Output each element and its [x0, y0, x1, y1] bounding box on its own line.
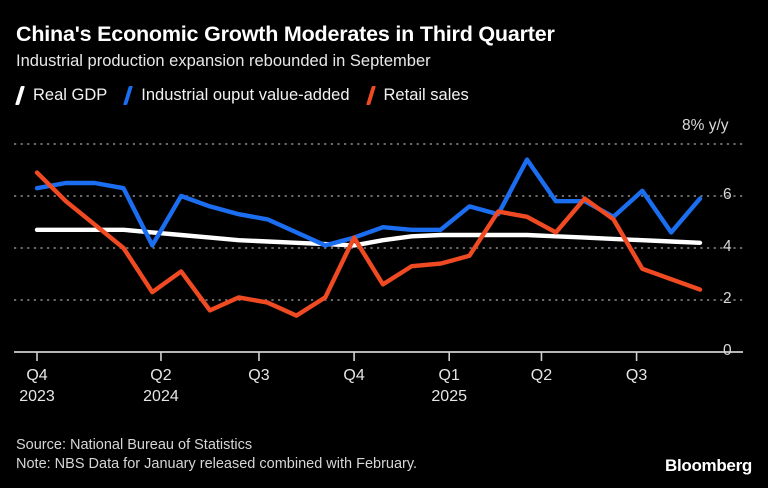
source-line: Source: National Bureau of Statistics: [16, 437, 253, 453]
x-tick-quarter: Q4: [343, 367, 365, 384]
legend-item-real-gdp[interactable]: Real GDP: [16, 86, 107, 105]
x-tick-year: 2024: [143, 388, 179, 405]
x-tick-quarter: Q2: [530, 367, 553, 384]
y-tick-label: 2: [723, 290, 732, 307]
x-tick-quarter: Q3: [625, 367, 648, 384]
x-tick-quarter: Q3: [248, 367, 270, 384]
y-tick-label: 4: [723, 238, 732, 255]
chart-title: China's Economic Growth Moderates in Thi…: [16, 22, 555, 46]
gridlines: [14, 143, 743, 301]
x-tick-year: 2023: [19, 388, 55, 405]
legend-label: Industrial ouput value-added: [141, 86, 350, 104]
legend-item-retail-sales[interactable]: Retail sales: [367, 86, 469, 105]
x-tick-label: Q2 2024: [143, 366, 179, 407]
chart-legend: Real GDP Industrial ouput value-added Re…: [16, 86, 486, 105]
x-tick-label: Q4: [343, 366, 364, 386]
chart-source: Source: National Bureau of Statistics No…: [16, 436, 417, 474]
legend-label: Real GDP: [33, 86, 108, 104]
legend-label: Retail sales: [383, 86, 469, 104]
x-tick-label: Q3: [248, 366, 269, 386]
y-tick-label: 0: [723, 342, 732, 359]
x-tick-quarter: Q1: [438, 367, 460, 384]
bloomberg-logo: Bloomberg: [664, 456, 752, 475]
x-tick-label: Q4 2023: [19, 366, 55, 407]
series-line: [34, 170, 703, 318]
y-tick-label: 8% y/y: [682, 117, 729, 134]
x-tick-label: Q1 2025: [431, 366, 467, 407]
y-tick-label: 6: [723, 186, 732, 203]
x-tick-year: 2025: [431, 388, 467, 405]
x-axis: [14, 351, 743, 361]
legend-item-industrial-output[interactable]: Industrial ouput value-added: [124, 86, 349, 105]
note-line: Note: NBS Data for January released comb…: [16, 456, 418, 472]
chart-subtitle: Industrial production expansion rebounde…: [16, 52, 431, 70]
x-tick-quarter: Q4: [26, 367, 48, 384]
x-tick-label: Q2: [531, 366, 552, 386]
x-tick-label: Q3: [626, 366, 647, 386]
series-lines: [34, 157, 703, 318]
x-tick-quarter: Q2: [150, 367, 172, 384]
